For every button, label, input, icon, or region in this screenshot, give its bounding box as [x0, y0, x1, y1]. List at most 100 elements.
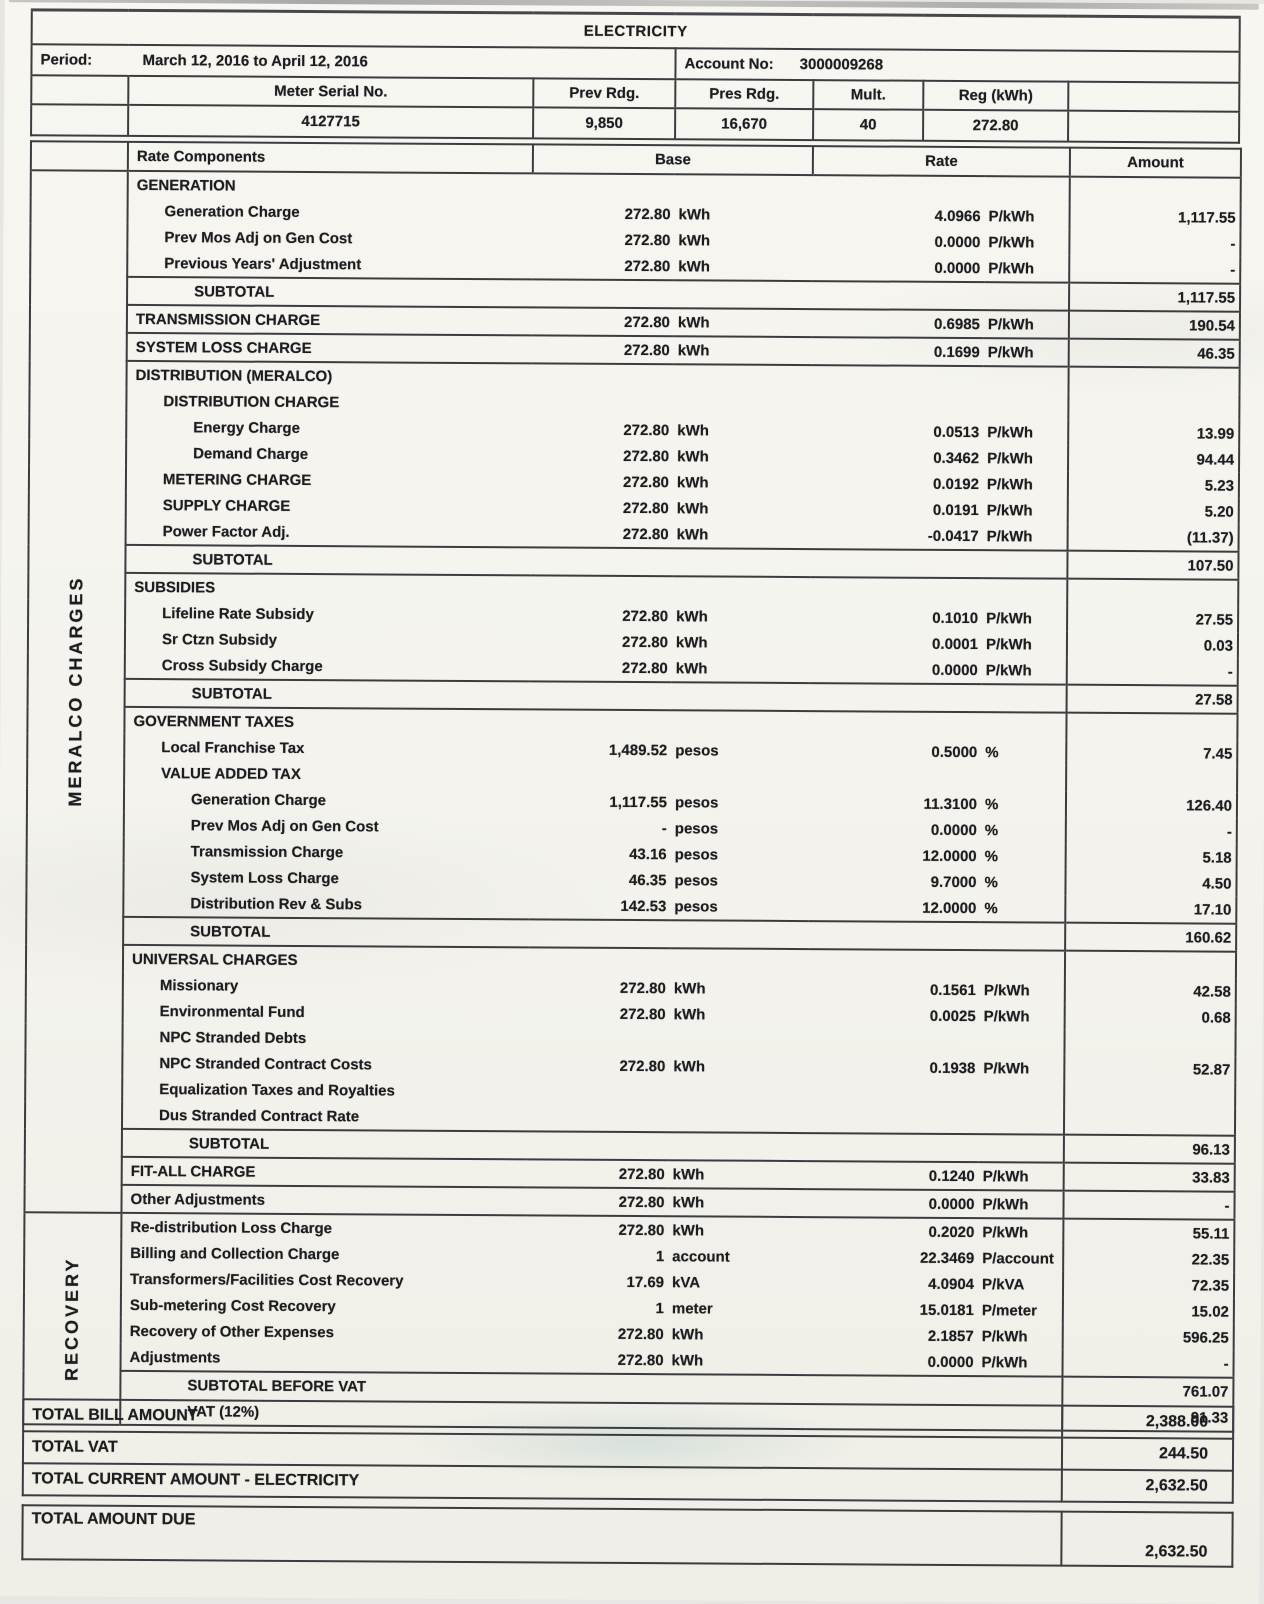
rate-value: -0.0417 — [927, 527, 979, 545]
rate-unit: P/kWh — [985, 635, 1032, 653]
amount-value: 190.54 — [1068, 310, 1241, 340]
meter-info-table: ELECTRICITY Period: March 12, 2016 to Ap… — [30, 8, 1241, 144]
rate-value — [807, 1106, 979, 1134]
amount-value: 33.83 — [1063, 1162, 1235, 1192]
base-unit: kWh — [668, 1188, 807, 1218]
base-unit: kWh — [678, 231, 711, 249]
base-value: 272.80 — [624, 257, 671, 275]
charge-label: SUBSIDIES — [125, 572, 531, 603]
rate-unit — [979, 950, 1066, 978]
base-value: 1 — [655, 1247, 665, 1265]
amount-value: 52.87 — [1064, 1055, 1236, 1083]
base-value: 272.80 — [619, 1005, 666, 1023]
amount-value — [1064, 950, 1237, 979]
charge-label: SUBTOTAL — [124, 678, 530, 710]
charge-label: Lifeline Rate Subsidy — [162, 604, 314, 623]
base-value — [529, 709, 672, 738]
rate-value — [805, 1375, 978, 1404]
amount-value: 42.58 — [1064, 977, 1236, 1005]
base-unit — [673, 364, 812, 393]
rate-value: 12.0000 — [922, 847, 977, 865]
amount-value: 761.07 — [1062, 1376, 1234, 1405]
base-value — [531, 390, 673, 417]
base-value: 272.80 — [623, 421, 670, 439]
charge-label: METERING CHARGE — [162, 470, 312, 489]
charge-label: GENERATION — [127, 170, 533, 201]
rate-value: 0.1010 — [932, 609, 979, 627]
base-value — [527, 1078, 669, 1105]
charge-label: NPC Stranded Contract Costs — [159, 1054, 372, 1073]
rate-value — [812, 281, 985, 311]
amount-value — [1067, 578, 1239, 607]
charge-label: Billing and Collection Charge — [130, 1244, 340, 1263]
charge-label: Transmission Charge — [190, 842, 344, 861]
amount-value: 5.23 — [1067, 471, 1240, 499]
base-value: 272.80 — [526, 1187, 669, 1217]
rate-unit: P/kWh — [978, 1190, 1064, 1219]
charge-label: Adjustments — [129, 1348, 221, 1366]
base-value: 1 — [655, 1299, 664, 1317]
base-header: Base — [532, 144, 814, 176]
base-unit — [674, 174, 813, 203]
amount-value: 46.35 — [1068, 338, 1240, 368]
base-unit — [670, 920, 809, 950]
base-unit: kWh — [668, 1216, 807, 1245]
amount-value — [1066, 712, 1238, 741]
account-label: Account No: — [684, 55, 774, 73]
base-value: 272.80 — [622, 607, 669, 625]
base-unit: kWh — [677, 447, 709, 465]
mult-header: Mult. — [813, 80, 924, 110]
base-unit — [668, 1132, 807, 1162]
rate-value: 0.2020 — [806, 1217, 979, 1246]
rate-unit: % — [984, 795, 999, 813]
base-unit: kVA — [672, 1273, 701, 1291]
amount-value: 72.35 — [1062, 1271, 1235, 1299]
account-number: 3000009268 — [799, 56, 884, 74]
base-unit: kWh — [676, 499, 709, 517]
meter-serial-value: 4127715 — [128, 104, 534, 139]
charge-label: NPC Stranded Debts — [159, 1028, 307, 1047]
amount-value: 1,117.55 — [1069, 203, 1241, 231]
base-unit — [667, 1374, 806, 1403]
base-value — [525, 1373, 668, 1402]
total-bill-amount: 2,388.00 — [1062, 1405, 1234, 1439]
rate-unit: P/account — [982, 1249, 1054, 1268]
base-unit: pesos — [674, 793, 719, 812]
rate-value: 0.1699 — [811, 337, 984, 367]
charge-label: Transformers/Facilities Cost Recovery — [130, 1270, 404, 1290]
total-row: TOTAL CURRENT AMOUNT - ELECTRICITY 2,632… — [22, 1463, 1233, 1503]
base-value: 1,117.55 — [609, 793, 668, 811]
amount-value: 5.18 — [1065, 843, 1237, 871]
base-unit: kWh — [668, 1160, 807, 1190]
base-unit — [674, 280, 813, 310]
amount-value — [1064, 1029, 1236, 1057]
rate-unit: P/kWh — [987, 449, 1034, 467]
rate-unit: P/kWh — [983, 1059, 1030, 1077]
base-value: 272.80 — [617, 1325, 664, 1343]
charge-label: Other Adjustments — [121, 1184, 527, 1216]
charge-label: Recovery of Other Expenses — [129, 1322, 335, 1341]
rate-unit: P/kWh — [988, 233, 1035, 251]
reg-kwh-header: Reg (kWh) — [923, 80, 1069, 111]
base-unit — [673, 391, 811, 418]
amount-value: - — [1062, 1349, 1234, 1378]
base-unit: kWh — [678, 257, 710, 275]
base-value: 272.80 — [526, 1159, 669, 1189]
rate-value: 0.0000 — [931, 661, 978, 679]
charge-label: Previous Years' Adjustment — [164, 254, 362, 273]
rate-value: 4.0966 — [934, 207, 981, 225]
rate-value — [811, 392, 983, 419]
base-unit: pesos — [674, 819, 719, 838]
amount-value: 27.55 — [1067, 605, 1239, 633]
base-value: 272.80 — [621, 659, 668, 677]
amount-value: 7.45 — [1066, 739, 1238, 767]
rate-unit — [978, 1134, 1064, 1163]
amount-value: 27.58 — [1066, 684, 1238, 714]
base-value — [530, 547, 673, 577]
base-value: 272.80 — [617, 1351, 664, 1369]
amount-value: 17.10 — [1065, 895, 1237, 924]
amount-value — [1068, 366, 1240, 395]
rate-unit: P/kWh — [986, 527, 1033, 545]
rate-unit: P/kWh — [981, 1353, 1028, 1371]
